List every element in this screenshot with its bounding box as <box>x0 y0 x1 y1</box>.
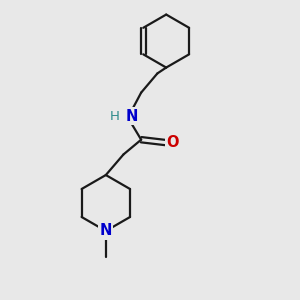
Text: N: N <box>125 109 138 124</box>
Text: H: H <box>110 110 120 123</box>
Text: O: O <box>167 135 179 150</box>
Text: N: N <box>100 224 112 238</box>
